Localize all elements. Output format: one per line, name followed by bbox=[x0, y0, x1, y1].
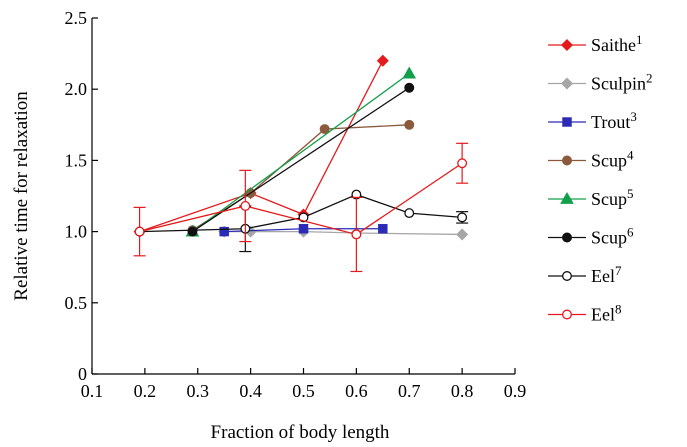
legend-label: Saithe1 bbox=[591, 32, 643, 55]
legend-marker bbox=[562, 232, 572, 243]
data-point bbox=[219, 226, 229, 237]
legend-entry-5: Scup5 bbox=[548, 186, 634, 209]
y-tick-label: 2.5 bbox=[65, 8, 88, 28]
legend-label: Trout3 bbox=[591, 109, 637, 132]
legend-entry-6: Scup6 bbox=[548, 225, 634, 248]
legend-entry-4: Scup4 bbox=[548, 148, 634, 171]
data-point bbox=[319, 124, 330, 135]
x-tick-label: 0.5 bbox=[292, 381, 315, 401]
y-tick-label: 2.0 bbox=[65, 79, 88, 99]
x-tick-label: 0.1 bbox=[81, 381, 104, 401]
x-tick-label: 0.6 bbox=[345, 381, 368, 401]
legend-entry-7: Eel7 bbox=[548, 263, 622, 286]
series-line bbox=[192, 73, 410, 233]
data-point bbox=[240, 200, 251, 211]
legend-marker bbox=[562, 309, 572, 320]
legend-entry-8: Eel8 bbox=[548, 302, 622, 325]
axes: 0 0.5 1.0 1.5 2.0 2.5 0.1 0.2 0.3 0.4 0.5 0.6 0.7 0.8… bbox=[65, 8, 527, 401]
series-layer bbox=[133, 54, 469, 273]
data-point bbox=[404, 82, 415, 93]
legend: Saithe1 Sculpin2 Trout3 Scup4 Scup5 Scup6 Eel7… bbox=[548, 32, 653, 325]
data-point bbox=[457, 212, 468, 223]
series-5 bbox=[185, 66, 417, 237]
y-tick-label: 0 bbox=[78, 364, 87, 384]
series-line bbox=[139, 60, 384, 233]
data-point bbox=[298, 212, 309, 223]
data-point bbox=[404, 208, 415, 219]
legend-marker bbox=[562, 155, 572, 166]
legend-marker bbox=[560, 77, 574, 90]
y-tick-label: 1.5 bbox=[65, 150, 88, 170]
data-point bbox=[402, 66, 417, 79]
data-point bbox=[298, 224, 309, 234]
series-line bbox=[139, 162, 463, 236]
legend-entry-3: Trout3 bbox=[548, 109, 637, 132]
data-point bbox=[376, 54, 389, 67]
x-tick-label: 0.7 bbox=[398, 381, 421, 401]
data-point bbox=[456, 228, 469, 241]
x-tick-label: 0.4 bbox=[239, 381, 262, 401]
series-line bbox=[192, 87, 410, 233]
legend-marker bbox=[562, 117, 572, 127]
data-point bbox=[134, 226, 145, 237]
series-6 bbox=[187, 82, 415, 237]
x-tick-label: 0.8 bbox=[451, 381, 474, 401]
data-point bbox=[404, 119, 415, 130]
x-axis-label: Fraction of body length bbox=[211, 422, 390, 443]
legend-label: Sculpin2 bbox=[591, 71, 653, 94]
legend-label: Eel8 bbox=[591, 302, 622, 325]
series-3 bbox=[219, 224, 388, 237]
legend-marker bbox=[560, 191, 574, 204]
x-tick-label: 0.9 bbox=[504, 381, 527, 401]
legend-marker bbox=[562, 271, 572, 281]
y-tick-label: 1.0 bbox=[65, 222, 88, 242]
series-8 bbox=[133, 142, 469, 273]
data-point bbox=[457, 158, 468, 169]
legend-entry-1: Saithe1 bbox=[548, 32, 643, 55]
series-line bbox=[224, 230, 463, 236]
y-axis-label: Relative time for relaxation bbox=[11, 91, 32, 301]
legend-label: Eel7 bbox=[591, 263, 622, 286]
y-tick-label: 0.5 bbox=[65, 293, 88, 313]
legend-label: Scup6 bbox=[591, 225, 634, 248]
legend-marker bbox=[560, 38, 574, 52]
legend-label: Scup5 bbox=[591, 186, 634, 209]
legend-label: Scup4 bbox=[591, 148, 634, 171]
x-tick-label: 0.3 bbox=[187, 381, 210, 401]
data-point bbox=[187, 226, 198, 237]
x-tick-label: 0.2 bbox=[134, 381, 157, 401]
data-point bbox=[378, 224, 388, 234]
data-point bbox=[351, 229, 362, 240]
series-line bbox=[139, 193, 463, 233]
legend-entry-2: Sculpin2 bbox=[548, 71, 653, 94]
